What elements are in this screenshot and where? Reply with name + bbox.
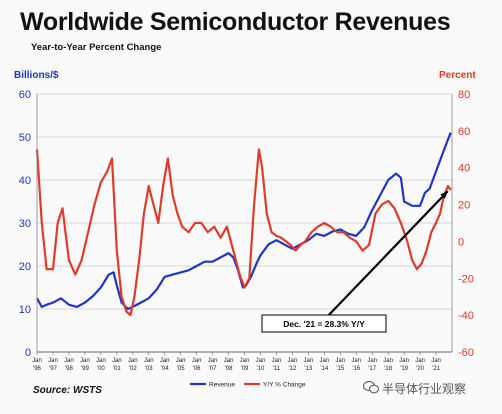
legend-label-revenue: Revenue [209, 382, 235, 389]
x-tick-month: Jan [415, 358, 425, 364]
right-tick-label: 40 [458, 163, 470, 175]
x-tick-month: Jan [319, 358, 329, 364]
x-tick-year: '11 [273, 366, 281, 372]
annotation-box [261, 314, 387, 333]
x-tick-month: Jan [96, 358, 106, 364]
x-tick-year: '06 [193, 366, 201, 372]
x-tick-year: '98 [65, 366, 73, 372]
x-tick-month: Jan [128, 358, 138, 364]
right-tick-label: -20 [458, 273, 474, 285]
x-tick-month: Jan [176, 358, 186, 364]
x-tick-year: '05 [177, 366, 185, 372]
x-tick-month: Jan [272, 358, 282, 364]
x-tick-year: '16 [352, 366, 360, 372]
left-tick-label: 50 [19, 132, 31, 144]
x-tick-year: '10 [257, 366, 265, 372]
x-tick-year: '21 [432, 366, 440, 372]
left-tick-label: 0 [25, 347, 31, 359]
annotation-arrowhead [440, 191, 448, 199]
x-tick-month: Jan [192, 358, 202, 364]
x-tick-year: '99 [81, 366, 89, 372]
x-tick-month: Jan [431, 358, 441, 364]
right-tick-label: 20 [458, 200, 470, 212]
wechat-icon [363, 381, 379, 394]
x-tick-year: '07 [209, 366, 217, 372]
annotation-arrow [323, 190, 449, 321]
x-tick-month: Jan [112, 358, 122, 364]
left-tick-label: 20 [19, 261, 31, 273]
x-tick-year: '01 [113, 366, 121, 372]
x-tick-month: Jan [224, 358, 234, 364]
x-tick-year: '18 [384, 366, 392, 372]
x-tick-year: '14 [320, 366, 328, 372]
x-tick-month: Jan [399, 358, 409, 364]
x-tick-year: '04 [161, 366, 169, 372]
chart-subtitle: Year-to-Year Percent Change [31, 42, 162, 53]
source-label: Source: WSTS [33, 385, 102, 396]
right-tick-label: 0 [458, 236, 464, 248]
x-tick-year: '02 [129, 366, 137, 372]
x-tick-year: '12 [288, 366, 296, 372]
x-tick-month: Jan [64, 358, 74, 364]
x-tick-year: '13 [304, 366, 312, 372]
left-tick-label: 60 [19, 89, 31, 101]
yoy-change-series-line [35, 148, 452, 317]
x-tick-year: '09 [241, 366, 249, 372]
left-tick-label: 30 [19, 218, 31, 230]
x-tick-month: Jan [335, 358, 345, 364]
x-tick-month: Jan [256, 358, 266, 364]
legend-label-yoy: Y/Y % Change [263, 382, 306, 389]
x-tick-year: '08 [225, 366, 233, 372]
left-axis-label: Billions/$ [14, 70, 59, 81]
x-tick-year: '00 [97, 366, 105, 372]
x-tick-month: Jan [304, 358, 314, 364]
right-tick-label: -40 [458, 310, 474, 322]
right-tick-label: 80 [458, 89, 470, 101]
right-axis-label: Percent [439, 70, 476, 81]
x-tick-month: Jan [288, 358, 298, 364]
x-tick-year: '17 [368, 366, 376, 372]
left-tick-label: 40 [19, 175, 31, 187]
watermark: 半导体行业观察 [382, 382, 467, 396]
x-tick-month: Jan [240, 358, 250, 364]
left-tick-label: 10 [19, 304, 31, 316]
x-tick-month: Jan [351, 358, 361, 364]
x-tick-year: '96 [33, 366, 41, 372]
revenue-series-line [36, 132, 452, 311]
chart-title: Worldwide Semiconductor Revenues [20, 8, 451, 36]
x-tick-year: '03 [145, 366, 153, 372]
x-tick-month: Jan [80, 358, 90, 364]
x-tick-month: Jan [208, 358, 218, 364]
x-tick-month: Jan [48, 358, 58, 364]
right-tick-label: 60 [458, 126, 470, 138]
x-tick-year: '15 [336, 366, 344, 372]
right-tick-label: -60 [458, 347, 474, 359]
x-tick-month: Jan [144, 358, 154, 364]
x-tick-year: '20 [416, 366, 424, 372]
x-tick-month: Jan [367, 358, 377, 364]
x-tick-month: Jan [32, 358, 42, 364]
annotation-text: Dec. '21 = 28.3% Y/Y [283, 319, 365, 329]
x-tick-month: Jan [383, 358, 393, 364]
x-tick-year: '97 [49, 366, 57, 372]
x-tick-year: '19 [400, 366, 408, 372]
x-tick-month: Jan [160, 358, 170, 364]
